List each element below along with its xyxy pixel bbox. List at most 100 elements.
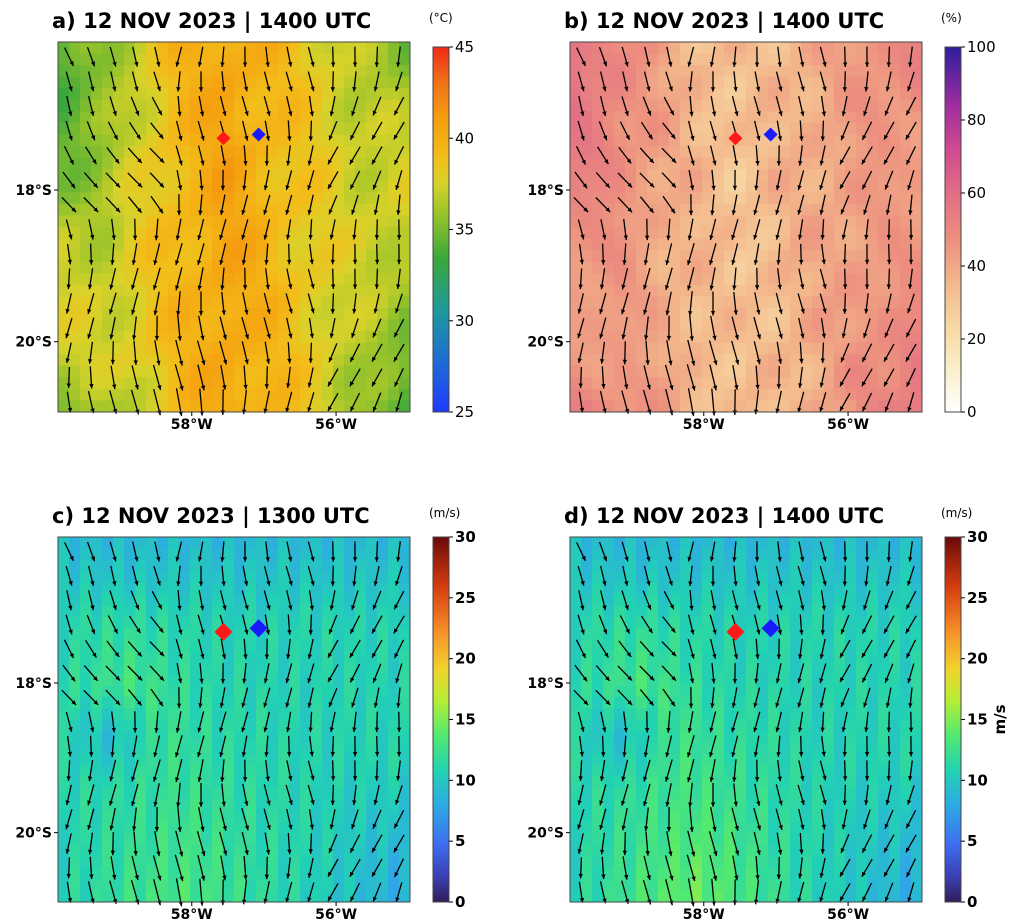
lat-label: 18°S [527, 183, 564, 199]
wind-arrow-head [395, 185, 400, 190]
wind-arrow-head [887, 259, 892, 265]
wind-arrow-head [864, 234, 869, 240]
wind-arrow-head [709, 556, 715, 562]
colorbar: 30 25 20 15 10 5 0 (m/s) m/s [941, 506, 1009, 911]
wind-arrow-head [756, 135, 761, 141]
wind-arrow-head [221, 86, 226, 92]
wind-arrow-head [822, 556, 827, 562]
wind-arrow-head [65, 358, 70, 363]
wind-arrow-head [884, 847, 889, 853]
wind-arrow-head [580, 111, 585, 117]
wind-arrow-head [200, 385, 206, 391]
wind-arrow-head [241, 209, 246, 215]
wind-arrow-head [908, 210, 913, 215]
wind-arrow-head [666, 335, 672, 341]
wind-arrow-head [137, 651, 142, 657]
wind-arrow-head [621, 800, 626, 806]
wind-arrow-head [71, 207, 77, 213]
wind-arrow-head [712, 335, 717, 341]
wind-arrow-head [285, 897, 290, 903]
wind-arrow-head [624, 86, 629, 92]
wind-arrow-head [668, 556, 673, 562]
panel-title: d) 12 NOV 2023 | 1400 UTC [564, 504, 884, 529]
wind-arrow-head [886, 727, 891, 733]
wind-arrow-head [688, 703, 694, 709]
wind-arrow-head [285, 702, 290, 708]
wind-arrow-head [580, 135, 585, 141]
wind-arrow-head [907, 678, 912, 684]
wind-arrow-head [797, 897, 802, 903]
wind-arrow-head [263, 702, 268, 708]
wind-arrow-head [581, 61, 586, 66]
wind-arrow-head [394, 332, 399, 338]
wind-arrow-head [68, 135, 73, 141]
colorbar-gradient [432, 46, 450, 413]
wind-arrow-head [153, 310, 158, 316]
wind-arrow-head [624, 110, 629, 116]
wind-arrow-head [329, 824, 334, 830]
wind-arrow-head [308, 235, 313, 240]
wind-arrow-head [905, 356, 910, 362]
wind-arrow-head [197, 752, 202, 758]
wind-arrow-head [310, 308, 315, 314]
wind-arrow-head [137, 207, 142, 213]
wind-arrow-head [861, 871, 866, 877]
wind-arrow-head [244, 309, 249, 315]
wind-arrow [711, 878, 715, 906]
wind-arrow-head [601, 384, 606, 389]
wind-arrow-head [755, 384, 760, 390]
wind-arrow-head [688, 210, 694, 216]
wind-arrow-head [734, 605, 739, 611]
wind-arrow-head [886, 235, 891, 240]
wind-arrow-head [372, 652, 377, 658]
wind-arrow-head [884, 871, 889, 877]
wind-arrow-head [352, 727, 357, 733]
wind-arrow-head [396, 259, 402, 265]
unit-label: (m/s) [429, 506, 460, 520]
wind-arrow-head [861, 652, 866, 658]
colorbar-tick-label: 30 [455, 528, 476, 546]
wind-arrow-head [885, 702, 891, 708]
wind-arrow-head [396, 752, 402, 757]
wind-arrow-head [115, 182, 121, 188]
wind-arrow-head [351, 110, 356, 116]
wind-arrow-head [822, 775, 827, 781]
wind-arrow-head [198, 311, 204, 316]
wind-arrow-head [92, 652, 97, 658]
wind-arrow-head [110, 850, 115, 856]
wind-arrow-head [310, 283, 315, 289]
wind-arrow-head [308, 630, 313, 635]
wind-arrow-head [775, 234, 780, 240]
wind-arrow-head [285, 185, 290, 190]
wind-arrow-head [329, 605, 334, 611]
wind-arrow-head [243, 875, 248, 880]
wind-arrow-head [88, 359, 93, 364]
wind-arrow-head [285, 678, 290, 684]
wind-arrow-head [622, 359, 627, 365]
wind-arrow-head [285, 407, 290, 413]
wind-arrow-head [176, 311, 181, 316]
wind-arrow-head [177, 111, 182, 117]
wind-arrow-head [688, 311, 693, 316]
wind-arrow-head [754, 285, 760, 290]
wind-arrow-head [68, 234, 73, 240]
wind-arrow-head [665, 310, 670, 316]
wind-arrow-head [286, 654, 291, 660]
wind-arrow-head [906, 653, 911, 659]
wind-arrow-head [649, 207, 654, 213]
wind-arrow-head [668, 86, 673, 92]
wind-arrow-head [670, 133, 676, 139]
wind-arrow-head [622, 260, 627, 265]
wind-arrow-head [266, 333, 271, 339]
wind-arrow-head [885, 800, 890, 805]
wind-arrow-head [842, 259, 847, 265]
wind-arrow-head [69, 555, 74, 561]
wind-arrow-head [351, 824, 356, 829]
wind-arrow-head [884, 356, 889, 362]
wind-arrow-head [821, 824, 826, 830]
wind-arrow-head [840, 677, 845, 683]
wind-arrow-head [372, 604, 377, 610]
lat-label: 18°S [15, 676, 52, 692]
wind-arrow-head [577, 849, 582, 854]
